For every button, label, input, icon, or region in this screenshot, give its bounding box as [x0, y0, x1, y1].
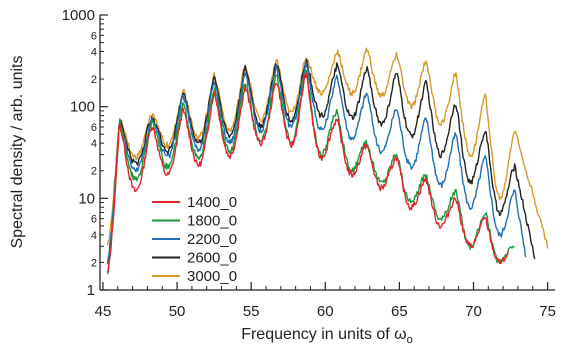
series-line-2200_0 [106, 61, 527, 265]
y-tick-label: 1 [87, 282, 95, 299]
y-minor-tick-label: 6 [91, 122, 97, 134]
x-tick-label: 75 [539, 303, 556, 320]
x-tick-label: 65 [391, 303, 408, 320]
y-tick-label: 10 [78, 190, 95, 207]
y-minor-tick-label: 2 [91, 166, 97, 178]
x-tick-label: 60 [317, 303, 334, 320]
y-minor-tick-label: 4 [91, 46, 97, 58]
y-tick-label: 1000 [62, 7, 95, 24]
y-minor-tick-label: 4 [91, 138, 97, 150]
legend-label-1800_0: 1800_0 [187, 213, 237, 230]
y-minor-tick-label: 4 [91, 230, 97, 242]
y-minor-tick-label: 6 [91, 214, 97, 226]
y-axis-label: Spectral density / arb. units [9, 56, 26, 249]
y-tick-label: 100 [70, 99, 95, 116]
axes [99, 15, 555, 291]
legend-label-1400_0: 1400_0 [187, 194, 237, 211]
x-axis-label: Frequency in units of ωo [241, 326, 413, 346]
y-minor-tick-label: 6 [91, 30, 97, 42]
legend-label-2200_0: 2200_0 [187, 231, 237, 248]
axis-ticks: 45 50 55 60 65 70 75 1 10 100 1000 2 4 6 2 4 6 2 4 6 [62, 7, 556, 320]
y-minor-tick-label: 2 [91, 74, 97, 86]
x-axis-label-main: Frequency in units of ω [241, 326, 406, 343]
x-axis-label-subscript: o [407, 334, 413, 346]
x-tick-label: 45 [95, 303, 112, 320]
x-tick-label: 50 [169, 303, 186, 320]
series-line-1400_0 [106, 72, 510, 273]
x-tick-label: 70 [465, 303, 482, 320]
legend-label-3000_0: 3000_0 [187, 268, 237, 285]
legend-label-2600_0: 2600_0 [187, 250, 237, 267]
x-tick-label: 55 [243, 303, 260, 320]
plot-lines [106, 47, 549, 275]
y-minor-tick-label: 2 [91, 257, 97, 269]
